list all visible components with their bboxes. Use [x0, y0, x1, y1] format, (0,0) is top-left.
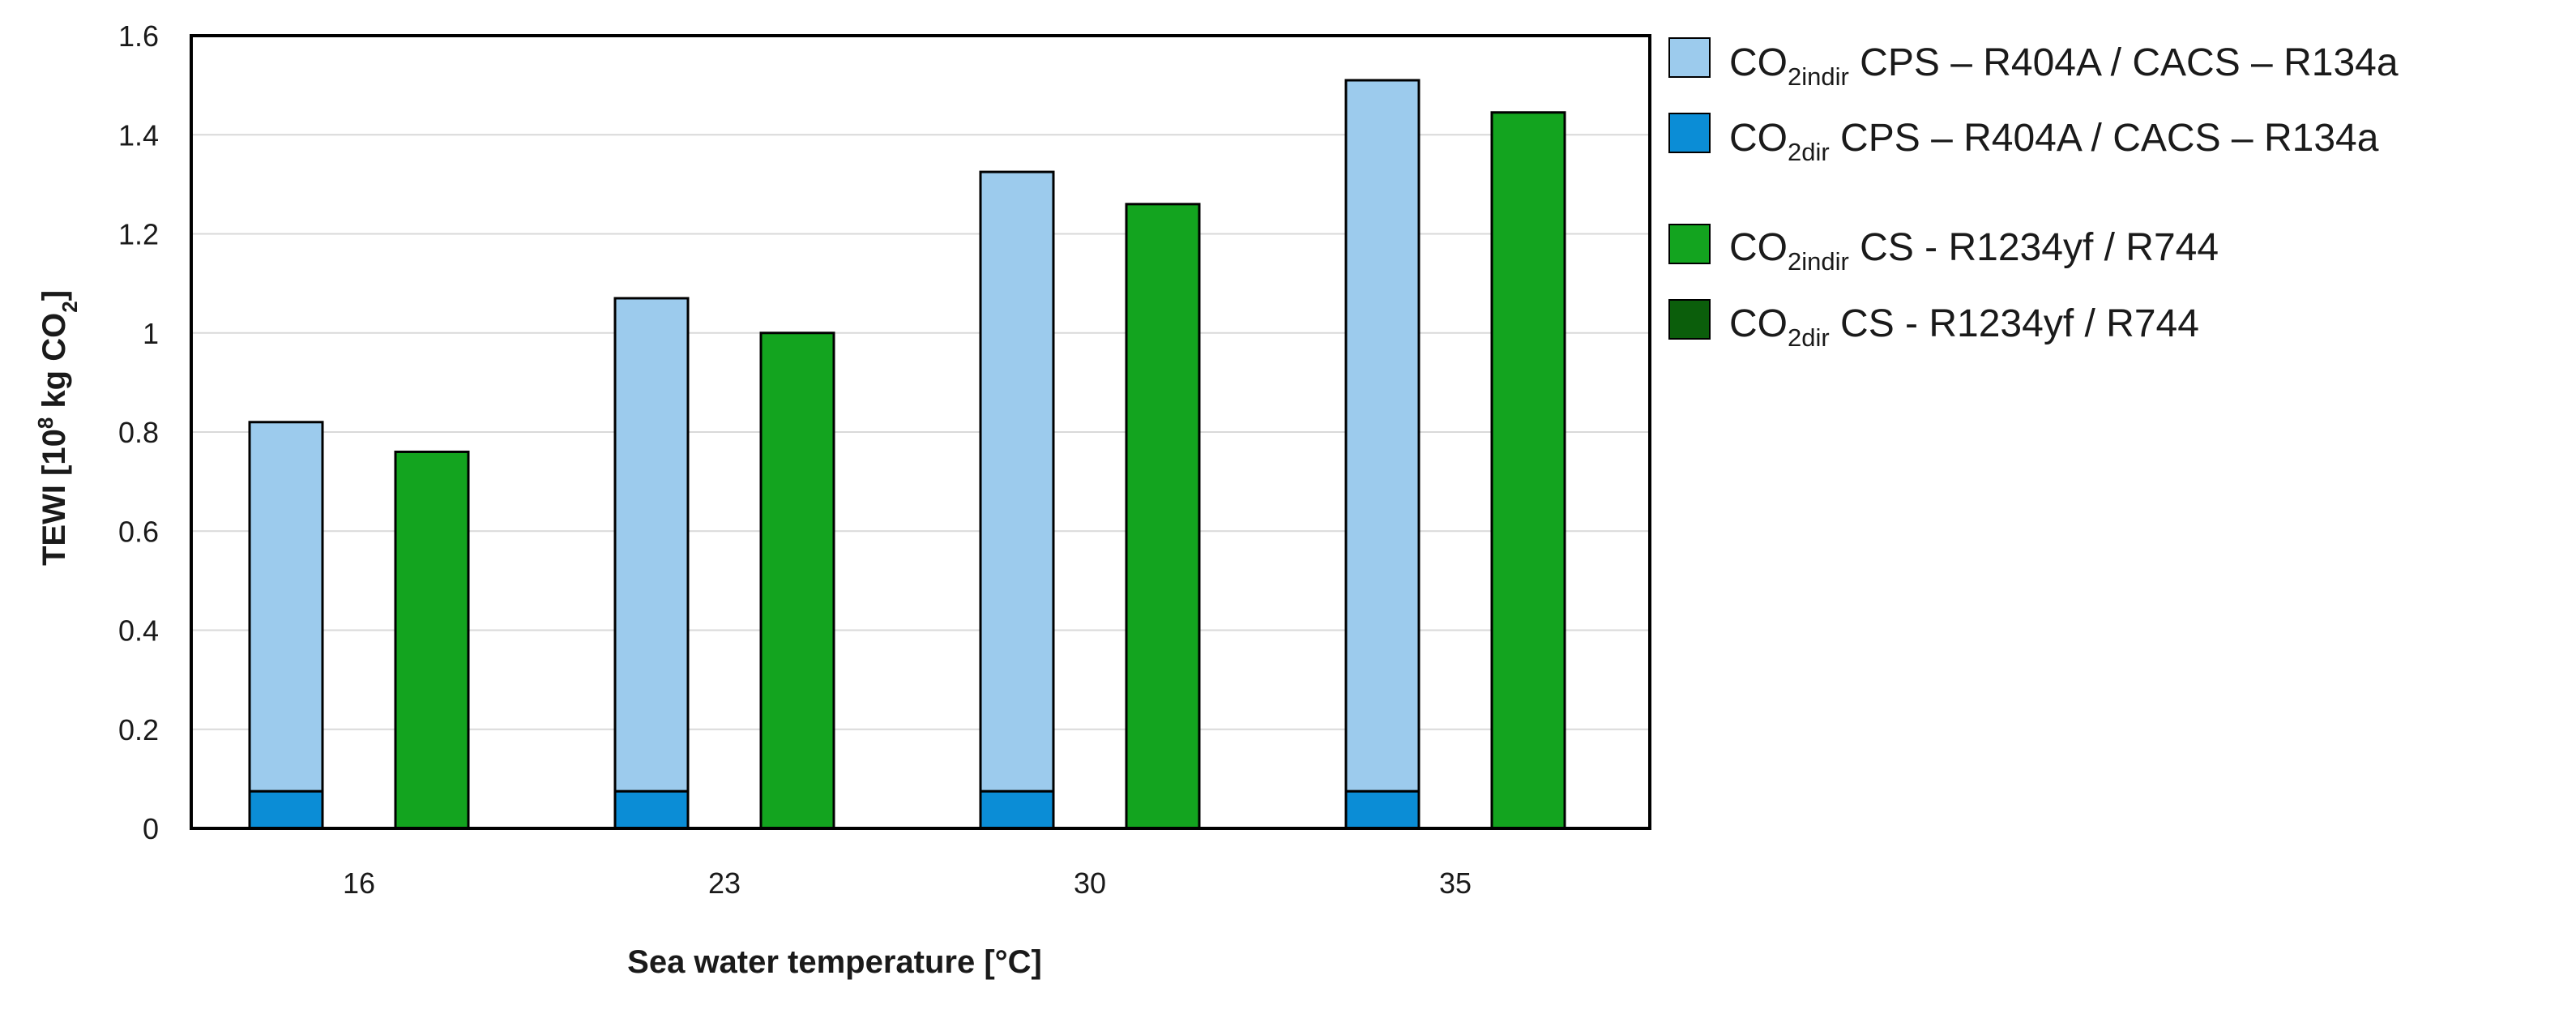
legend-swatch-cps-indir	[1668, 37, 1711, 78]
y-tick-label-0.6: 0.6	[118, 515, 159, 548]
x-tick-label-23: 23	[708, 866, 741, 900]
legend-label-cps-dir: CO2dir CPS – R404A / CACS – R134a	[1729, 117, 2379, 166]
y-tick-label-1.4: 1.4	[118, 118, 159, 152]
legend-label-cs-indir: CO2indir CS - R1234yf / R744	[1729, 226, 2219, 276]
legend-label-cps-indir: CO2indir CPS – R404A / CACS – R134a	[1729, 41, 2399, 91]
legend-item-cs-indir: CO2indir CS - R1234yf / R744	[1668, 224, 2219, 276]
y-tick-labels: 0 0.2 0.4 0.6 0.8 1 1.2 1.4 1.6	[118, 19, 159, 845]
x-tick-labels: 16 23 30 35	[343, 866, 1472, 900]
x-tick-label-30: 30	[1074, 866, 1106, 900]
bar-cps-dir-23	[613, 789, 690, 830]
bar-cps-indir-23	[613, 297, 690, 793]
bar-cps-indir-35	[1344, 79, 1420, 793]
x-tick-label-35: 35	[1439, 866, 1472, 900]
legend-swatch-cs-indir	[1668, 224, 1711, 264]
y-tick-label-0.2: 0.2	[118, 713, 159, 747]
y-axis-title: TEWI [108 kg CO2]	[33, 290, 82, 566]
y-tick-label-1.2: 1.2	[118, 218, 159, 251]
y-tick-label-1: 1	[143, 317, 159, 350]
plot-frame	[190, 34, 1651, 830]
legend: CO2indir CPS – R404A / CACS – R134a CO2d…	[1668, 37, 2399, 352]
bar-cps-dir-30	[979, 789, 1055, 830]
legend-item-cps-dir: CO2dir CPS – R404A / CACS – R134a	[1668, 113, 2379, 166]
bar-cps-dir-16	[248, 789, 324, 830]
legend-item-cps-indir: CO2indir CPS – R404A / CACS – R134a	[1668, 37, 2399, 91]
y-tick-label-0.8: 0.8	[118, 416, 159, 449]
bar-cs-indir-35	[1490, 111, 1566, 830]
bar-cs-indir-16	[394, 450, 470, 830]
bar-layer	[248, 79, 1566, 830]
legend-swatch-cs-dir	[1668, 299, 1711, 340]
bar-cs-indir-30	[1125, 203, 1201, 830]
y-tick-label-1.6: 1.6	[118, 19, 159, 53]
legend-label-cs-dir: CO2dir CS - R1234yf / R744	[1729, 302, 2199, 352]
x-axis-title: Sea water temperature [°C]	[627, 944, 1042, 980]
x-tick-label-16: 16	[343, 866, 375, 900]
legend-item-cs-dir: CO2dir CS - R1234yf / R744	[1668, 299, 2199, 352]
bar-cps-dir-35	[1344, 789, 1420, 830]
legend-swatch-cps-dir	[1668, 113, 1711, 153]
bar-cs-indir-23	[759, 332, 835, 830]
bar-cps-indir-16	[248, 421, 324, 793]
y-tick-label-0: 0	[143, 812, 159, 845]
y-tick-label-0.4: 0.4	[118, 614, 159, 648]
bar-cps-indir-30	[979, 170, 1055, 793]
